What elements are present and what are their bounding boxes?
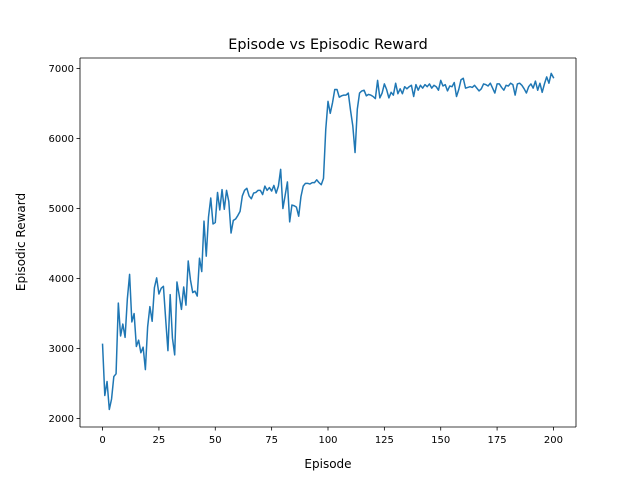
x-tick-label: 125: [375, 435, 394, 446]
y-tick-label: 5000: [49, 204, 74, 215]
x-tick-label: 50: [209, 435, 222, 446]
x-tick-label: 175: [488, 435, 507, 446]
series-line-0: [101, 72, 555, 411]
y-axis-label: Episodic Reward: [14, 193, 28, 291]
y-tick-label: 7000: [49, 64, 74, 75]
y-tick-label: 3000: [49, 344, 74, 355]
y-tick-label: 2000: [49, 414, 74, 425]
x-axis-label: Episode: [304, 457, 351, 471]
y-tick-label: 4000: [49, 274, 74, 285]
x-tick-label: 100: [318, 435, 337, 446]
y-tick-label: 6000: [49, 134, 74, 145]
x-tick-label: 200: [544, 435, 563, 446]
x-tick-label: 150: [431, 435, 450, 446]
chart-title: Episode vs Episodic Reward: [228, 37, 427, 53]
x-tick-label: 75: [265, 435, 278, 446]
x-tick-label: 25: [153, 435, 166, 446]
x-tick-label: 0: [99, 435, 105, 446]
plot-area: 0 25 50 75 100 125 150 175 200 2000 3000 4000 5000 60…: [49, 57, 577, 446]
